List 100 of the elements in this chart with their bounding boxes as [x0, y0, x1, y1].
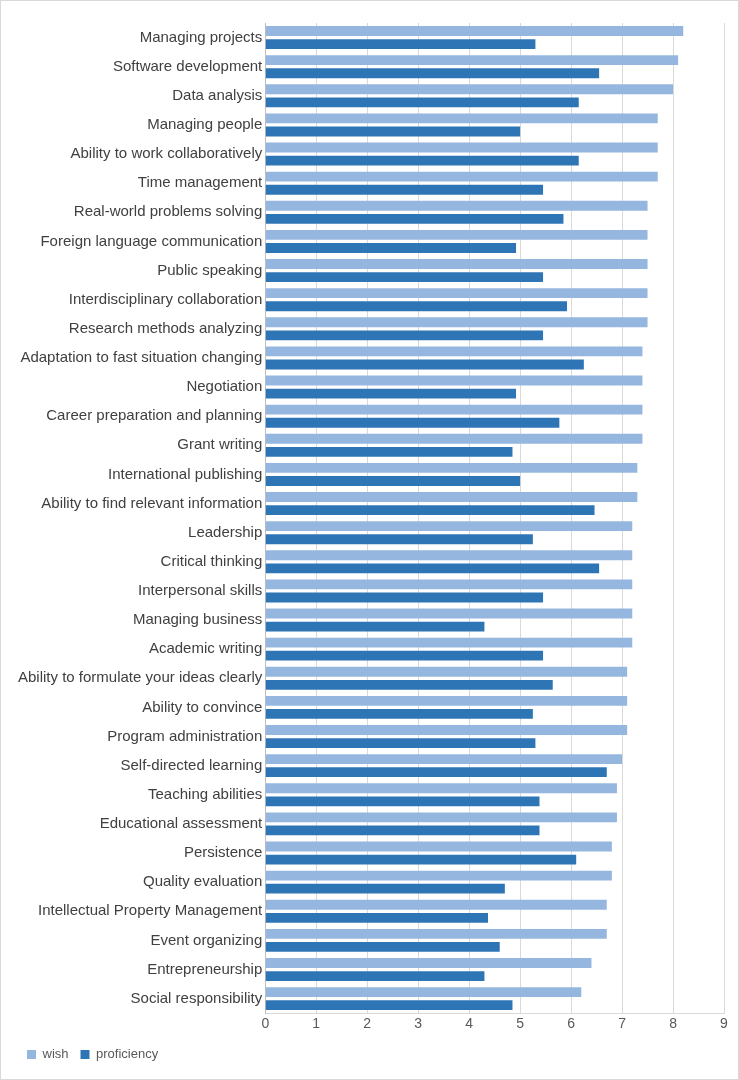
bar [265, 709, 533, 719]
y-tick-label: Public speaking [157, 260, 263, 278]
x-tick-label: 4 [465, 1015, 474, 1032]
bar [265, 854, 577, 865]
y-tick-label: International publishing [107, 464, 263, 482]
bar [265, 695, 628, 706]
bar [265, 521, 633, 532]
y-tick-label: Persistence [183, 843, 263, 861]
y-tick-label: Academic writing [148, 639, 263, 657]
bar [265, 754, 623, 765]
bar [265, 958, 592, 968]
y-tick-label: Interpersonal skills [138, 581, 263, 599]
bar [265, 272, 544, 283]
y-tick-label: Foreign language communication [40, 231, 263, 249]
bar [265, 592, 544, 603]
bar [265, 725, 628, 735]
y-tick-label: Adaptation to fast situation changing [20, 348, 263, 366]
x-tick-label: 2 [363, 1015, 372, 1032]
x-tick-label: 6 [567, 1015, 576, 1032]
bar [265, 155, 579, 166]
bar [265, 870, 612, 881]
bar [265, 142, 658, 153]
y-tick-label: Grant writing [177, 435, 263, 453]
bar [265, 375, 643, 386]
bar [265, 928, 607, 939]
bar [265, 200, 648, 211]
bar [265, 97, 579, 108]
x-tick-label: 0 [261, 1015, 270, 1032]
bar [265, 899, 607, 910]
bar [265, 621, 485, 632]
y-tick-label: Quality evaluation [143, 872, 263, 890]
bar [265, 679, 553, 690]
legend-label: proficiency [96, 1046, 159, 1062]
y-tick-label: Educational assessment [99, 814, 264, 832]
bar [265, 666, 628, 677]
bar [265, 505, 595, 516]
y-tick-label: Ability to find relevant information [41, 493, 263, 511]
y-tick-label: Social responsibility [130, 988, 263, 1006]
bar [265, 433, 643, 444]
y-tick-label: Negotiation [186, 377, 263, 395]
x-tick-label: 7 [618, 1015, 627, 1032]
y-tick-label: Data analysis [172, 85, 263, 103]
bar [265, 841, 612, 852]
x-tick-label: 5 [516, 1015, 525, 1032]
bar [265, 317, 648, 328]
y-tick-label: Real-world problems solving [73, 202, 263, 220]
bar [265, 987, 582, 997]
bar [265, 113, 658, 124]
bar [265, 213, 564, 224]
legend-label: wish [41, 1046, 69, 1062]
bar [265, 1000, 513, 1011]
bar [265, 812, 617, 823]
bar [265, 492, 638, 502]
bar [265, 476, 521, 486]
bar [265, 288, 648, 299]
y-tick-label: Interdisciplinary collaboration [68, 289, 263, 307]
y-tick-label: Time management [137, 173, 264, 191]
bar [265, 563, 600, 574]
bar [265, 534, 533, 545]
bar [265, 259, 648, 269]
bar [265, 229, 648, 240]
bar [265, 171, 658, 182]
bar [265, 346, 643, 357]
bar [265, 404, 643, 415]
y-tick-label: Critical thinking [160, 551, 263, 569]
bar [265, 550, 633, 561]
bar [265, 184, 544, 195]
y-tick-label: Career preparation and planning [46, 406, 263, 424]
y-tick-label: Teaching abilities [148, 784, 263, 802]
bar [265, 301, 568, 312]
y-tick-label: Ability to work collaboratively [70, 144, 263, 162]
y-tick-label: Ability to convince [142, 697, 263, 715]
y-tick-label: Managing business [133, 610, 263, 628]
y-tick-label: Leadership [188, 522, 263, 540]
bar [265, 417, 560, 428]
bar [265, 359, 584, 370]
bar [265, 883, 505, 894]
x-tick-label: 8 [669, 1015, 678, 1032]
bar [265, 388, 517, 399]
bar [265, 767, 607, 778]
bar [265, 26, 684, 36]
bar [265, 783, 617, 794]
x-tick-label: 3 [414, 1015, 423, 1032]
y-tick-label: Intellectual Property Management [37, 901, 264, 919]
bar [265, 462, 638, 473]
y-tick-label: Software development [113, 56, 264, 74]
bar [265, 243, 517, 253]
bar [265, 330, 544, 341]
bar [265, 39, 536, 50]
x-tick-label: 1 [312, 1015, 321, 1032]
y-tick-label: Event organizing [150, 930, 263, 948]
bar [265, 912, 489, 923]
bar [265, 68, 600, 79]
bar [265, 738, 536, 748]
bar [265, 446, 513, 457]
bar [265, 942, 500, 952]
y-tick-label: Research methods analyzing [68, 318, 263, 336]
y-tick-label: Entrepreneurship [147, 959, 263, 977]
y-tick-label: Managing projects [139, 27, 263, 45]
bar [265, 608, 633, 619]
